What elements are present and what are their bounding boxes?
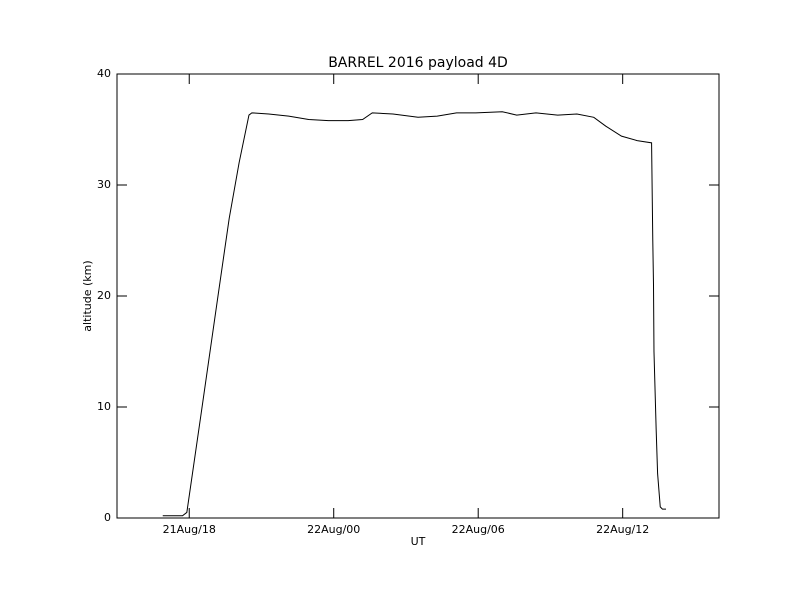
x-axis-label: UT [411, 535, 426, 548]
x-tick-label: 22Aug/00 [307, 523, 360, 536]
y-tick-label: 0 [104, 511, 111, 524]
chart-title: BARREL 2016 payload 4D [328, 55, 508, 71]
y-tick-label: 40 [97, 67, 111, 80]
y-axis-label: altitude (km) [81, 260, 94, 331]
x-tick-label: 22Aug/12 [596, 523, 649, 536]
y-tick-label: 20 [97, 289, 111, 302]
x-tick-label: 22Aug/06 [452, 523, 505, 536]
altitude-line [162, 111, 667, 517]
y-tick-label: 10 [97, 400, 111, 413]
plot-frame [116, 73, 720, 519]
x-tick-label: 21Aug/18 [163, 523, 216, 536]
y-tick-label: 30 [97, 178, 111, 191]
